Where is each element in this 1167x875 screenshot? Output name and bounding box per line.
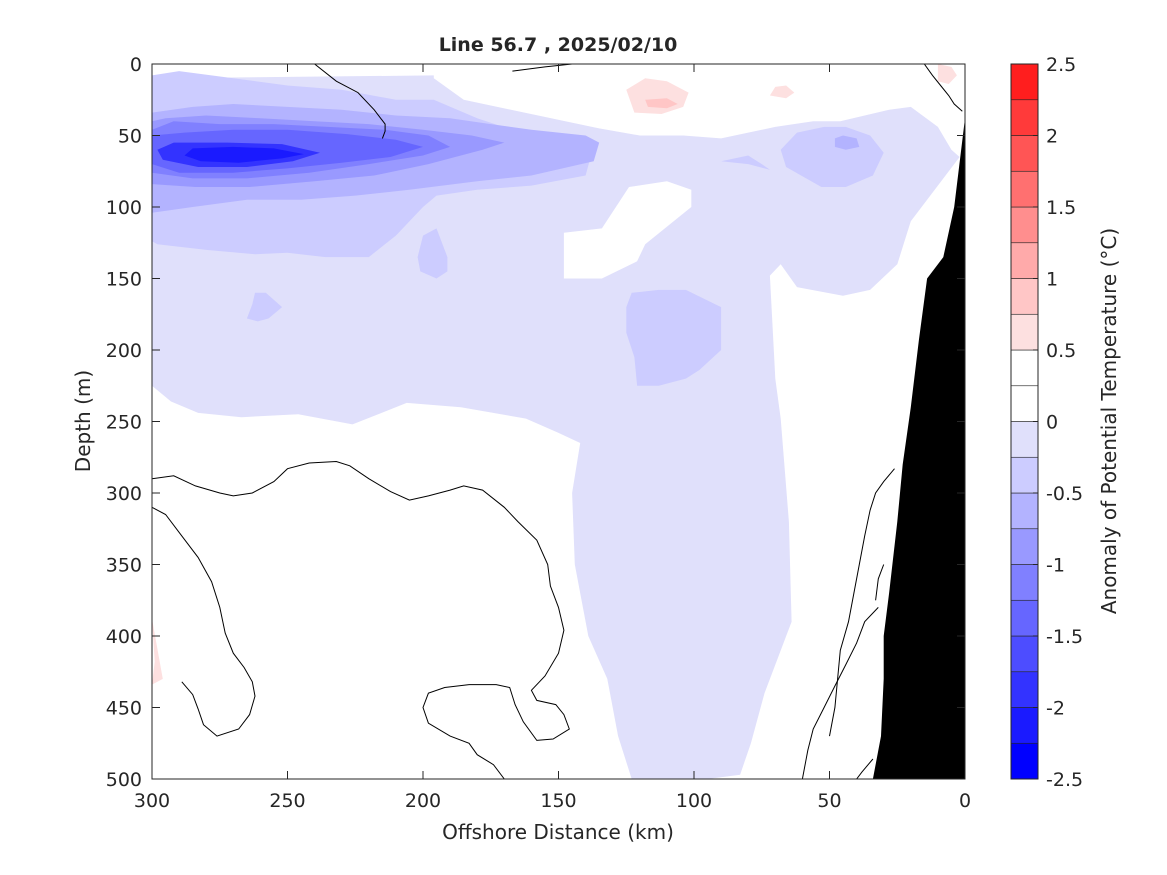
colorbar-tick-label: -0.5 [1046, 483, 1083, 505]
colorbar-tick-label: 2 [1046, 126, 1058, 148]
x-tick-label: 50 [817, 790, 841, 812]
colorbar-tick-label: -1.5 [1046, 626, 1083, 648]
y-tick-label: 500 [106, 769, 142, 791]
anomaly-region-21 [152, 561, 185, 779]
anomaly-region-5 [626, 289, 722, 386]
colorbar-tick-label: -1 [1046, 555, 1065, 577]
anomaly-region-19 [937, 64, 957, 84]
zero-contour-4 [856, 758, 874, 779]
y-tick-label: 150 [106, 269, 142, 291]
anomaly-region-4 [246, 292, 283, 322]
colorbar-block [1010, 635, 1039, 673]
x-tick-label: 200 [405, 790, 441, 812]
colorbar-ticks: 2.5 2 1.5 1 0.5 0 -0.5 -1 -1.5 -2 -2.5 [1033, 54, 1083, 791]
y-axis-label: Depth (m) [71, 370, 95, 472]
y-tick-label: 350 [106, 555, 142, 577]
colorbar-block [1010, 742, 1039, 780]
zero-contour-lines [152, 64, 963, 779]
colorbar-tick-label: 0.5 [1046, 340, 1076, 362]
anomaly-region-7 [721, 155, 770, 170]
colorbar-block [1010, 564, 1039, 601]
colorbar-block [1010, 313, 1039, 351]
colorbar-color-blocks [1010, 63, 1039, 780]
colorbar-block [1010, 385, 1039, 422]
y-tick-label: 300 [106, 483, 142, 505]
zero-contour-3 [829, 468, 895, 737]
colorbar-block [1010, 278, 1039, 315]
x-tick-label: 150 [540, 790, 576, 812]
colorbar-block [1010, 599, 1039, 637]
x-tick-label: 0 [959, 790, 971, 812]
colorbar-block [1010, 671, 1039, 708]
zero-contour-5 [875, 564, 885, 601]
anomaly-region-23 [268, 521, 339, 717]
colorbar-block [1010, 206, 1039, 244]
colorbar-tick-label: 0 [1046, 412, 1058, 434]
anomaly-region-3 [417, 228, 448, 279]
x-axis: 300 250 200 150 100 50 0 [134, 64, 971, 812]
anomaly-region-22 [152, 618, 163, 685]
colorbar-block [1010, 528, 1039, 565]
y-tick-label: 400 [106, 626, 142, 648]
zero-contour-2 [801, 607, 879, 779]
x-axis-label: Offshore Distance (km) [442, 820, 674, 844]
anomaly-contour-fills [152, 64, 965, 779]
zero-contour-0 [152, 460, 570, 779]
plot-area: 300 250 200 150 100 50 0 050100150200250300350… [106, 54, 971, 812]
y-tick-label: 250 [106, 412, 142, 434]
y-tick-label: 0 [130, 54, 142, 76]
x-tick-label: 100 [676, 790, 712, 812]
colorbar-tick-label: 1 [1046, 269, 1058, 291]
colorbar-block [1010, 349, 1039, 387]
anomaly-region-20 [645, 98, 678, 109]
y-tick-label: 200 [106, 340, 142, 362]
colorbar-tick-label: 2.5 [1046, 54, 1076, 76]
y-tick-label: 100 [106, 197, 142, 219]
zero-contour-7 [314, 64, 386, 139]
colorbar-block [1010, 135, 1039, 172]
colorbar-block [1010, 63, 1039, 101]
colorbar-block [1010, 456, 1039, 494]
colorbar-block [1010, 99, 1039, 136]
colorbar-tick-label: -2 [1046, 698, 1065, 720]
colorbar-label: Anomaly of Potential Temperature (°C) [1097, 228, 1121, 614]
colorbar-tick-label: -2.5 [1046, 769, 1083, 791]
anomaly-region-6 [780, 126, 884, 187]
anomaly-region-1 [563, 181, 692, 279]
colorbar-block [1010, 421, 1039, 458]
y-axis: 0 50 100 150 200 250 300 350 400 450 500 [106, 54, 965, 791]
colorbar-block [1010, 492, 1039, 530]
zero-contour-6 [512, 64, 573, 72]
y-tick-label: 450 [106, 698, 142, 720]
y-tick-label: 50 [118, 126, 142, 148]
anomaly-region-18 [769, 85, 795, 99]
anomaly-region-9 [834, 135, 860, 150]
seafloor-shape [872, 118, 965, 779]
x-tick-label: 250 [269, 790, 305, 812]
colorbar-block [1010, 242, 1039, 279]
zero-contour-8 [923, 64, 963, 112]
colorbar-tick-label: 1.5 [1046, 197, 1076, 219]
colorbar-block [1010, 170, 1039, 208]
anomaly-region-14 [184, 146, 304, 163]
colorbar-block [1010, 707, 1039, 744]
zero-contour-1 [152, 506, 256, 737]
chart-title: Line 56.7 , 2025/02/10 [439, 34, 678, 56]
bathymetry-mask [872, 118, 965, 779]
colorbar: 2.5 2 1.5 1 0.5 0 -0.5 -1 -1.5 -2 -2.5 Anomaly of … [1010, 54, 1121, 791]
x-tick-label: 300 [134, 790, 170, 812]
